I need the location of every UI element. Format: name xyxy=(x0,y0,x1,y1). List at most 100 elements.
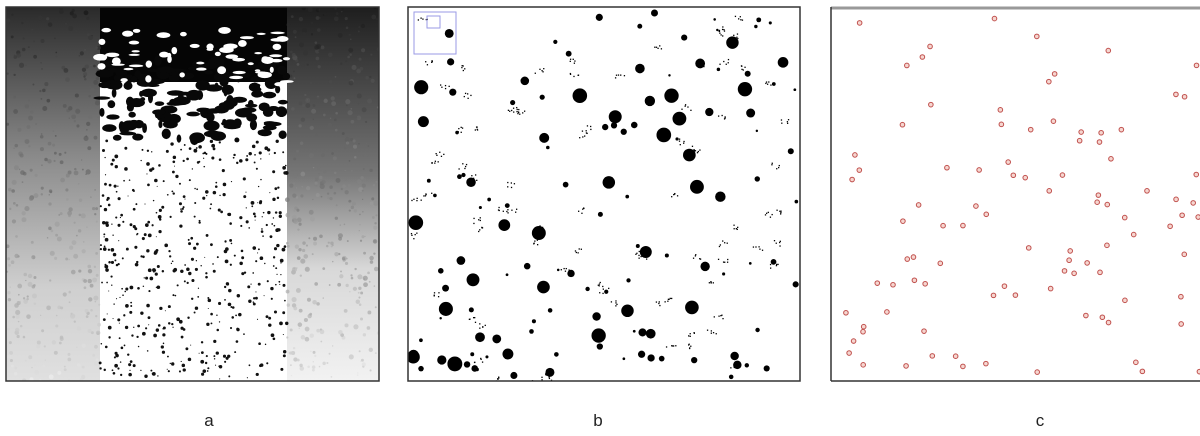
texture-speck xyxy=(73,254,78,259)
texture-speck xyxy=(351,206,354,209)
texture-speck xyxy=(303,254,308,259)
debris xyxy=(737,38,738,39)
debris xyxy=(458,131,459,132)
particle xyxy=(230,327,232,329)
debris xyxy=(724,30,725,31)
debris xyxy=(615,300,616,301)
texture-speck xyxy=(33,284,36,287)
texture-speck xyxy=(39,90,41,92)
detection-marker xyxy=(992,16,997,21)
debris xyxy=(578,211,579,212)
particle xyxy=(272,198,275,201)
texture-speck xyxy=(14,372,18,376)
texture-speck xyxy=(361,48,365,52)
particle xyxy=(172,160,175,163)
texture-speck xyxy=(369,76,371,78)
particle xyxy=(163,180,165,182)
particle xyxy=(241,250,244,253)
particle-blob xyxy=(685,301,699,315)
texture-speck xyxy=(330,118,331,119)
debris xyxy=(576,252,577,253)
particle xyxy=(215,182,217,184)
dark-blob xyxy=(132,134,143,141)
debris xyxy=(417,198,418,199)
particle xyxy=(115,352,118,355)
particle xyxy=(258,283,261,286)
particle xyxy=(190,237,193,240)
texture-speck xyxy=(12,180,17,185)
detection-marker xyxy=(905,63,910,68)
dark-blob xyxy=(124,82,133,90)
texture-speck xyxy=(344,224,346,226)
particle xyxy=(188,239,190,241)
texture-speck xyxy=(319,17,321,19)
detection-marker xyxy=(953,354,958,359)
particle-blob xyxy=(621,129,627,135)
texture-speck xyxy=(334,192,337,195)
particle xyxy=(233,154,235,156)
particle xyxy=(261,230,264,233)
texture-speck xyxy=(312,369,315,372)
detection-marker xyxy=(1026,246,1031,251)
dark-blob xyxy=(98,82,111,88)
particle-blob xyxy=(554,352,559,357)
light-patch xyxy=(179,72,184,77)
light-patch xyxy=(124,68,134,70)
particle xyxy=(180,210,183,213)
debris xyxy=(690,110,691,111)
particle xyxy=(114,155,118,159)
dark-blob xyxy=(268,106,279,111)
particle xyxy=(163,343,165,345)
detection-marker xyxy=(1062,269,1067,274)
texture-speck xyxy=(362,183,366,187)
particle xyxy=(124,167,128,171)
texture-speck xyxy=(318,50,320,52)
texture-speck xyxy=(44,345,46,347)
detection-marker xyxy=(1140,369,1145,374)
texture-speck xyxy=(56,315,58,317)
texture-speck xyxy=(292,53,296,57)
debris xyxy=(780,212,781,213)
particle-blob xyxy=(418,116,429,127)
texture-speck xyxy=(313,351,316,354)
particle xyxy=(247,285,250,288)
debris xyxy=(570,61,571,62)
particle xyxy=(188,272,191,275)
texture-speck xyxy=(30,8,32,10)
texture-speck xyxy=(362,199,363,200)
particle xyxy=(213,147,216,150)
particle-blob xyxy=(603,176,616,189)
debris xyxy=(640,256,641,257)
particle xyxy=(100,248,102,250)
debris xyxy=(699,258,700,259)
texture-speck xyxy=(326,245,328,247)
texture-speck xyxy=(25,65,26,66)
particle-blob xyxy=(656,128,671,143)
particle-blob xyxy=(498,219,510,231)
particle xyxy=(222,169,225,172)
debris xyxy=(707,330,708,331)
texture-speck xyxy=(304,94,306,96)
texture-speck xyxy=(350,38,352,40)
particle xyxy=(117,367,119,369)
dark-blob xyxy=(204,70,213,74)
particle-blob xyxy=(585,287,589,291)
texture-speck xyxy=(375,306,377,308)
dark-blob xyxy=(263,125,277,130)
texture-speck xyxy=(307,298,311,302)
texture-speck xyxy=(13,202,16,205)
texture-speck xyxy=(75,109,80,114)
texture-speck xyxy=(8,188,12,192)
particle-blob xyxy=(626,278,630,282)
debris xyxy=(737,33,738,34)
particle xyxy=(124,345,126,347)
detection-marker xyxy=(900,122,905,127)
detection-marker xyxy=(1085,261,1090,266)
detection-marker xyxy=(945,165,950,170)
particle xyxy=(283,171,286,174)
texture-speck xyxy=(90,284,94,288)
debris xyxy=(766,213,767,214)
texture-speck xyxy=(11,189,15,193)
particle xyxy=(259,151,262,154)
particle xyxy=(208,299,212,303)
